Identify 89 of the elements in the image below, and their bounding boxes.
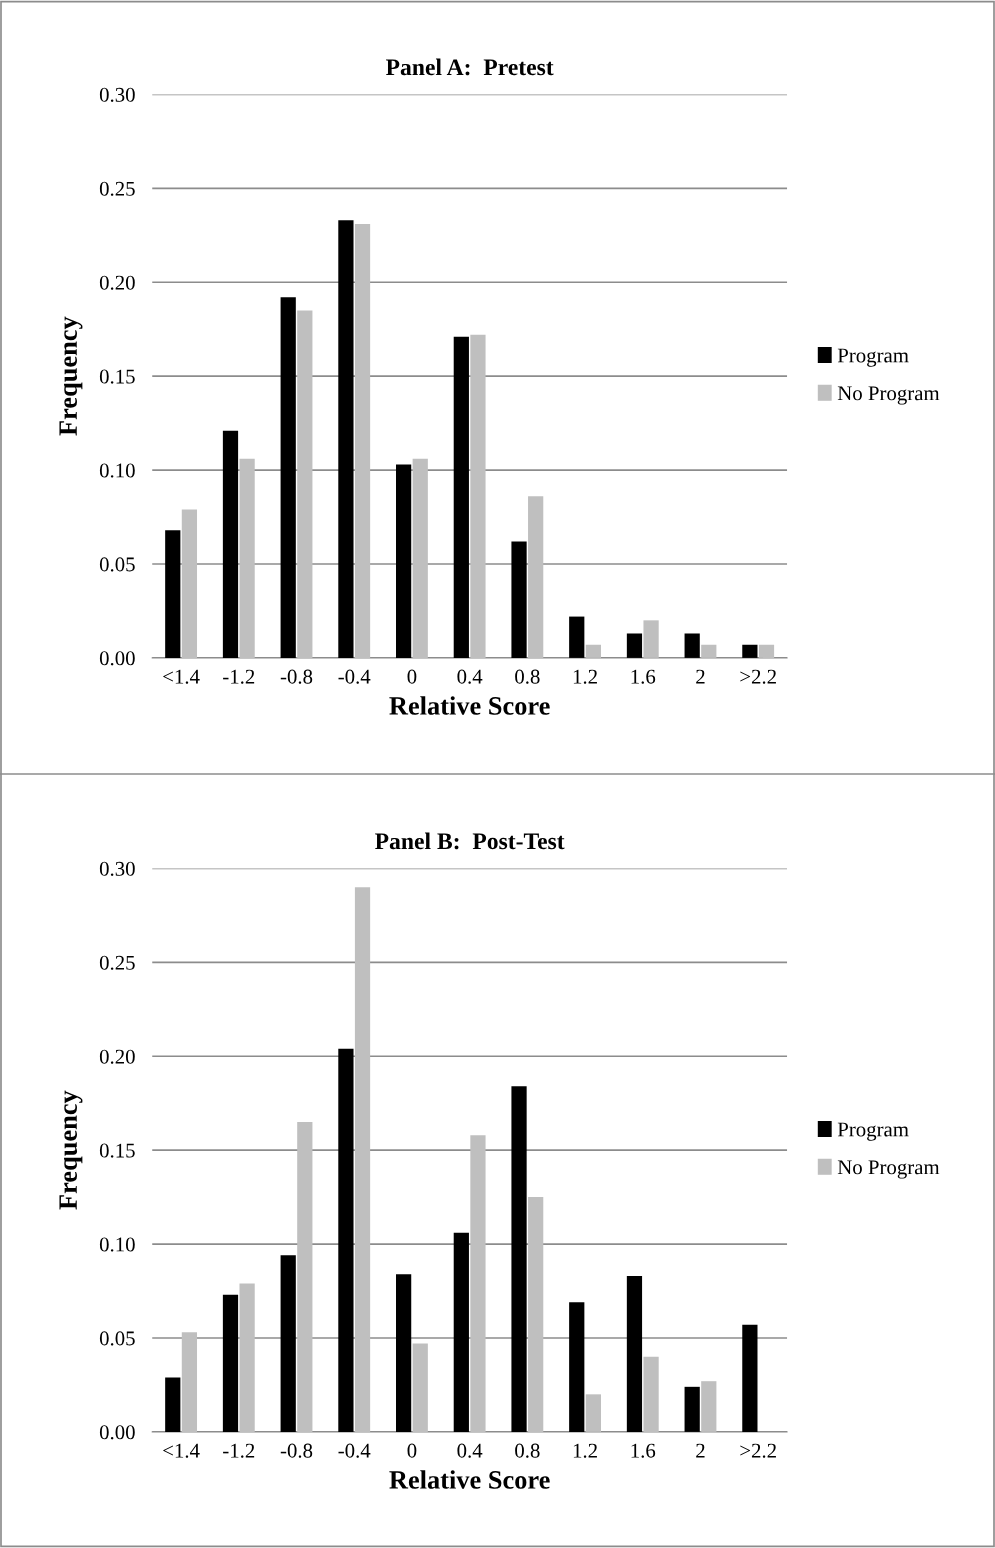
bar (511, 541, 527, 658)
bar (528, 1197, 544, 1432)
bar (239, 458, 255, 658)
bar (626, 1276, 643, 1432)
bar (453, 336, 469, 658)
bar (585, 1394, 601, 1432)
x-tick-label: -0.4 (338, 669, 371, 684)
bar (396, 464, 412, 658)
bar (280, 297, 296, 658)
y-tick-label: 0.05 (99, 1331, 135, 1346)
bar (569, 616, 585, 658)
legend-label: No Program (837, 1160, 940, 1179)
y-tick-label: 0.00 (99, 1425, 135, 1440)
x-tick-label: 1.2 (573, 669, 597, 684)
bar (165, 530, 181, 658)
bar (412, 1343, 428, 1432)
x-tick-label: 0.4 (457, 1443, 483, 1458)
chart-title: Panel A: Pretest (386, 58, 554, 76)
y-tick-label: 0.10 (99, 463, 135, 478)
bar (742, 644, 758, 658)
chart-title: Panel B: Post-Test (375, 832, 565, 850)
x-tick-label: 0 (407, 1443, 417, 1458)
x-tick-label: 1.2 (573, 1443, 597, 1458)
bar (684, 1386, 700, 1432)
bar (569, 1302, 585, 1432)
y-tick-label: 0.00 (99, 651, 135, 666)
x-tick-label: -0.8 (280, 669, 313, 684)
y-axis-title: Frequency (59, 1090, 83, 1210)
legend-label: No Program (837, 386, 940, 405)
x-tick-label: 0.4 (457, 669, 483, 684)
bar (684, 633, 700, 658)
x-tick-label: 0 (407, 669, 417, 684)
bar (280, 1255, 296, 1432)
x-tick-label: -0.8 (280, 1443, 313, 1458)
bar (181, 1332, 198, 1432)
bar (297, 1121, 313, 1432)
bar (165, 1377, 181, 1432)
y-tick-label: 0.30 (99, 87, 135, 102)
x-tick-label: -1.2 (223, 669, 255, 684)
y-tick-label: 0.05 (99, 557, 135, 572)
bar (626, 633, 643, 658)
bar (222, 1294, 239, 1432)
y-tick-label: 0.15 (99, 369, 135, 384)
bar (585, 644, 601, 658)
y-tick-label: 0.15 (99, 1143, 135, 1158)
bar (396, 1274, 412, 1432)
bar (701, 644, 717, 658)
x-tick-label: 2 (696, 669, 705, 684)
bar (470, 334, 486, 658)
y-tick-label: 0.25 (99, 181, 135, 196)
x-axis-title: Relative Score (389, 696, 550, 715)
bar (412, 458, 428, 658)
bar (453, 1232, 469, 1432)
x-tick-label: >2.2 (740, 1443, 776, 1458)
x-axis-title: Relative Score (389, 1470, 550, 1489)
y-tick-label: 0.20 (99, 275, 135, 290)
bar (758, 644, 775, 658)
y-axis-title: Frequency (59, 316, 83, 436)
legend-label: Program (837, 1122, 909, 1141)
x-tick-label: -0.4 (338, 1443, 371, 1458)
bar (239, 1283, 255, 1432)
legend-label: Program (837, 348, 909, 367)
x-tick-label: 1.6 (631, 1443, 656, 1458)
x-tick-label: <1.4 (163, 1443, 200, 1458)
x-tick-label: 0.8 (515, 1443, 540, 1458)
bar (222, 430, 239, 658)
bar (338, 220, 354, 658)
y-tick-label: 0.30 (99, 861, 135, 876)
y-tick-label: 0.20 (99, 1049, 135, 1064)
x-tick-label: 1.6 (631, 669, 656, 684)
bar (643, 1356, 659, 1432)
x-tick-label: <1.4 (163, 669, 200, 684)
bar (338, 1048, 354, 1432)
x-tick-label: -1.2 (223, 1443, 255, 1458)
x-tick-label: 0.8 (515, 669, 540, 684)
bar (701, 1381, 717, 1432)
bar (297, 310, 313, 658)
y-tick-label: 0.25 (99, 955, 135, 970)
bar (511, 1086, 527, 1432)
bar (470, 1135, 486, 1432)
bar (643, 620, 659, 658)
x-tick-label: >2.2 (740, 669, 776, 684)
bar (354, 887, 371, 1432)
x-tick-label: 2 (696, 1443, 705, 1458)
bar (181, 509, 198, 658)
bar (354, 224, 371, 658)
bar (528, 496, 544, 658)
bar (742, 1324, 758, 1432)
y-tick-label: 0.10 (99, 1237, 135, 1252)
